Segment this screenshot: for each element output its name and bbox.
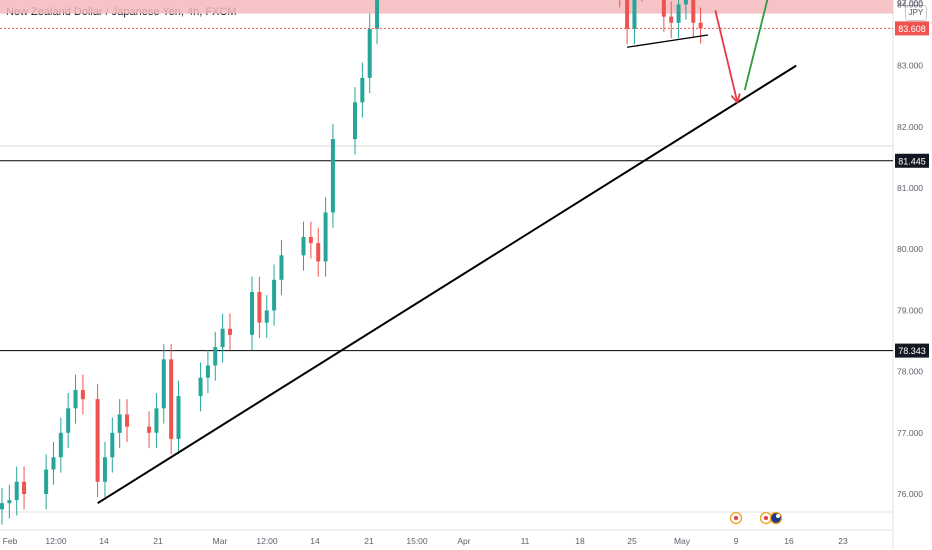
candle-body xyxy=(0,503,4,510)
level-label-text: 78.343 xyxy=(898,346,926,356)
level-label-1: 78.343 xyxy=(895,343,929,358)
x-tick-label: 14 xyxy=(310,536,320,546)
candle-body xyxy=(66,408,71,433)
candle-body xyxy=(360,77,365,103)
y-tick-label: 76.000 xyxy=(897,489,923,499)
candle-body xyxy=(661,0,666,17)
candle-body xyxy=(110,432,115,458)
y-tick-label: 84.000 xyxy=(897,0,923,9)
x-tick-label: 21 xyxy=(153,536,163,546)
last-price-label-bg xyxy=(895,21,929,36)
candle-body xyxy=(272,279,277,311)
candle-body xyxy=(22,481,27,494)
x-tick-label: 15:00 xyxy=(406,536,428,546)
candle-body xyxy=(95,399,100,482)
event-marker-dot xyxy=(734,516,738,520)
x-tick-label: 9 xyxy=(734,536,739,546)
candle-body xyxy=(169,359,174,439)
level-label-bg xyxy=(895,343,929,358)
candle-body xyxy=(323,212,328,262)
candle-body xyxy=(625,0,630,29)
level-label-0: 81.445 xyxy=(895,153,929,168)
x-tick-label: 12:00 xyxy=(256,536,278,546)
candle-body xyxy=(147,426,152,433)
triangle-lower-line xyxy=(626,34,709,48)
last-price-label: 83.608 xyxy=(898,24,926,34)
x-tick-label: 25 xyxy=(627,536,637,546)
candle-body xyxy=(80,389,85,400)
y-tick-label: 77.000 xyxy=(897,428,923,438)
candle-body xyxy=(73,389,78,409)
candle-body xyxy=(213,347,218,366)
y-tick-label: 82.000 xyxy=(897,122,923,132)
arrow-head xyxy=(730,93,741,105)
event-marker-dot xyxy=(764,516,768,520)
candle-body xyxy=(125,414,130,427)
x-tick-label: 12:00 xyxy=(45,536,67,546)
currency-badge[interactable]: JPY xyxy=(905,5,927,21)
x-tick-label: Mar xyxy=(213,536,228,546)
candle-body xyxy=(330,139,335,213)
candle-body xyxy=(669,16,674,23)
candle-body xyxy=(58,432,63,458)
candle-body xyxy=(301,236,306,256)
candle-body xyxy=(227,328,232,335)
y-tick-label: 97.000 xyxy=(897,0,923,8)
y-tick-label: 78.000 xyxy=(897,367,923,377)
candle-body xyxy=(51,457,56,470)
event-marker-dot xyxy=(776,514,780,518)
projection-arrow-2 xyxy=(743,0,769,91)
candle-body xyxy=(691,0,696,23)
candle-body xyxy=(367,28,372,78)
candle-body xyxy=(279,255,284,280)
arrow-shaft xyxy=(743,0,769,91)
candle-body xyxy=(161,359,166,409)
y-tick-label: 83.000 xyxy=(897,61,923,71)
candle-body xyxy=(102,457,107,482)
x-tick-label: 16 xyxy=(784,536,794,546)
candle-body xyxy=(352,102,357,140)
candle-body xyxy=(14,481,19,501)
x-tick-label: 14 xyxy=(99,536,109,546)
candle-body xyxy=(264,310,269,323)
x-tick-label: 18 xyxy=(575,536,585,546)
candle-body xyxy=(257,292,262,323)
resistance-zone xyxy=(0,0,893,14)
event-marker-2 xyxy=(769,511,783,525)
candle-body xyxy=(220,328,225,348)
candle-body xyxy=(117,414,122,433)
level-label-bg xyxy=(895,153,929,168)
candle-body xyxy=(154,408,159,433)
ascending-trendline xyxy=(97,64,797,505)
candle-body xyxy=(176,396,181,439)
candle-body xyxy=(44,469,49,494)
projection-arrow-1 xyxy=(714,10,741,105)
candle-body xyxy=(676,4,681,23)
x-tick-label: Feb xyxy=(3,536,18,546)
candle-body xyxy=(198,377,203,397)
y-tick-label: 81.000 xyxy=(897,183,923,193)
candle-body xyxy=(375,0,380,29)
candle-body xyxy=(308,236,313,244)
x-tick-label: May xyxy=(674,536,691,546)
x-tick-label: Apr xyxy=(457,536,470,546)
x-tick-label: 11 xyxy=(521,536,530,546)
y-tick-label: 79.000 xyxy=(897,305,923,315)
candle-body xyxy=(632,0,637,29)
x-tick-label: 23 xyxy=(838,536,848,546)
candle-body xyxy=(683,0,688,5)
candle-body xyxy=(698,22,703,29)
arrow-shaft xyxy=(714,10,739,103)
x-tick-label: 21 xyxy=(364,536,374,546)
candle-body xyxy=(7,500,12,504)
candle-body xyxy=(316,243,321,262)
level-label-text: 81.445 xyxy=(898,156,926,166)
candle-body xyxy=(250,292,255,335)
y-tick-label: 80.000 xyxy=(897,244,923,254)
candle-body xyxy=(205,365,210,378)
